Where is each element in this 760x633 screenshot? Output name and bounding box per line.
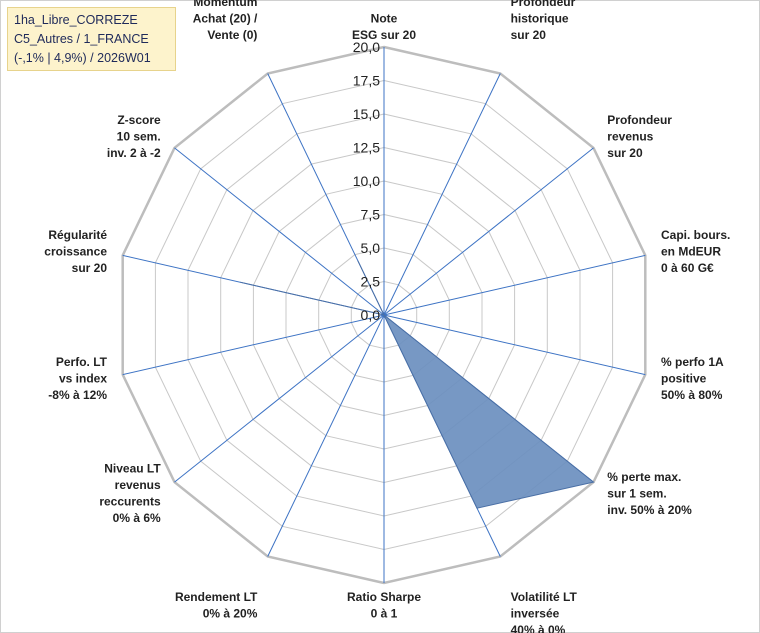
axis-label-11: Régularité croissance sur 20 — [44, 228, 107, 275]
axis-label-5: % perte max. sur 1 sem. inv. 50% à 20% — [607, 470, 692, 517]
axis-label-9-line-0: Niveau LT — [104, 462, 161, 476]
tick-label-5: 12,5 — [353, 140, 380, 156]
tick-label-8: 20,0 — [353, 39, 380, 55]
axis-label-12: Z-score 10 sem. inv. 2 à -2 — [107, 113, 161, 160]
spoke-1 — [383, 73, 501, 316]
axis-label-7-line-1: 0 à 1 — [371, 607, 398, 621]
axis-label-0-line-0: Note — [371, 12, 398, 26]
info-line-category: C5_Autres / 1_FRANCE — [14, 32, 149, 46]
spoke-4 — [383, 314, 646, 376]
axis-label-8: Rendement LT 0% à 20% — [175, 590, 258, 621]
axis-label-10: Perfo. LT vs index -8% à 12% — [48, 355, 107, 402]
axis-label-9: Niveau LT revenus reccurents 0% à 6% — [99, 462, 161, 525]
tick-label-3: 7,5 — [361, 207, 381, 223]
axis-label-5-line-1: sur 1 sem. — [607, 486, 666, 500]
axis-label-10-line-1: vs index — [59, 372, 107, 386]
axis-label-2-line-0: Profondeur — [607, 113, 672, 127]
axis-label-2-line-2: sur 20 — [607, 146, 643, 160]
info-line-performance: (-,1% | 4,9%) / 2026W01 — [14, 51, 151, 65]
axis-label-6-line-1: inversée — [511, 607, 560, 621]
axis-label-7: Ratio Sharpe 0 à 1 — [347, 590, 421, 621]
axis-label-1-line-0: Profondeur — [511, 0, 576, 9]
axis-label-10-line-2: -8% à 12% — [48, 388, 107, 402]
axis-label-3: Capi. bours. en MdEUR 0 à 60 G€ — [661, 228, 730, 275]
axis-label-1: Profondeur historique sur 20 — [511, 0, 576, 42]
axis-label-6-line-0: Volatilité LT — [511, 590, 578, 604]
spoke-12 — [174, 147, 385, 316]
axis-label-5-line-0: % perte max. — [607, 470, 681, 484]
axis-label-12-line-2: inv. 2 à -2 — [107, 146, 161, 160]
axis-label-0-line-1: ESG sur 20 — [352, 28, 416, 42]
tick-label-1: 2,5 — [361, 274, 381, 290]
axis-label-1-line-2: sur 20 — [511, 28, 547, 42]
spoke-3 — [383, 254, 646, 316]
spoke-8 — [267, 314, 385, 557]
axis-label-0: Note ESG sur 20 — [352, 12, 416, 43]
tick-label-2: 5,0 — [361, 240, 381, 256]
info-box: 1ha_Libre_CORREZE C5_Autres / 1_FRANCE (… — [7, 7, 176, 71]
axis-label-13-line-2: Vente (0) — [207, 28, 257, 42]
axis-label-11-line-2: sur 20 — [72, 261, 108, 275]
tick-label-4: 10,0 — [353, 173, 380, 189]
axis-label-12-line-0: Z-score — [117, 113, 161, 127]
axis-label-9-line-2: reccurents — [99, 495, 161, 509]
axis-label-13-line-0: Momentum — [193, 0, 257, 9]
axis-label-4-line-2: 50% à 80% — [661, 388, 723, 402]
axis-label-4-line-1: positive — [661, 372, 707, 386]
axis-label-4-line-0: % perfo 1A — [661, 355, 724, 369]
tick-label-7: 17,5 — [353, 73, 380, 89]
tick-label-6: 15,0 — [353, 106, 380, 122]
axis-label-8-line-0: Rendement LT — [175, 590, 258, 604]
spoke-10 — [122, 314, 385, 376]
spoke-9 — [174, 314, 385, 483]
axis-label-6-line-2: 40% à 0% — [511, 623, 566, 633]
axis-label-7-line-0: Ratio Sharpe — [347, 590, 421, 604]
axis-label-10-line-0: Perfo. LT — [56, 355, 108, 369]
axis-label-9-line-3: 0% à 6% — [113, 511, 161, 525]
axis-label-13-line-1: Achat (20) / — [193, 12, 258, 26]
info-line-name: 1ha_Libre_CORREZE — [14, 13, 138, 27]
axis-label-3-line-2: 0 à 60 G€ — [661, 261, 714, 275]
axis-label-8-line-1: 0% à 20% — [203, 607, 258, 621]
series-area-0 — [240, 260, 595, 509]
axis-label-3-line-1: en MdEUR — [661, 244, 721, 258]
axis-label-12-line-1: 10 sem. — [117, 130, 161, 144]
spoke-2 — [383, 147, 594, 316]
axis-label-5-line-2: inv. 50% à 20% — [607, 503, 692, 517]
axis-label-2-line-1: revenus — [607, 130, 653, 144]
axis-label-1-line-1: historique — [511, 12, 569, 26]
axis-label-11-line-1: croissance — [44, 244, 107, 258]
tick-label-0: 0,0 — [361, 307, 381, 323]
axis-label-11-line-0: Régularité — [48, 228, 107, 242]
axis-label-6: Volatilité LT inversée 40% à 0% — [511, 590, 578, 633]
axis-label-4: % perfo 1A positive 50% à 80% — [661, 355, 724, 402]
axis-label-13: Momentum Achat (20) / Vente (0) — [193, 0, 258, 42]
axis-label-9-line-1: revenus — [115, 478, 161, 492]
axis-label-2: Profondeur revenus sur 20 — [607, 113, 672, 160]
axis-label-3-line-0: Capi. bours. — [661, 228, 730, 242]
